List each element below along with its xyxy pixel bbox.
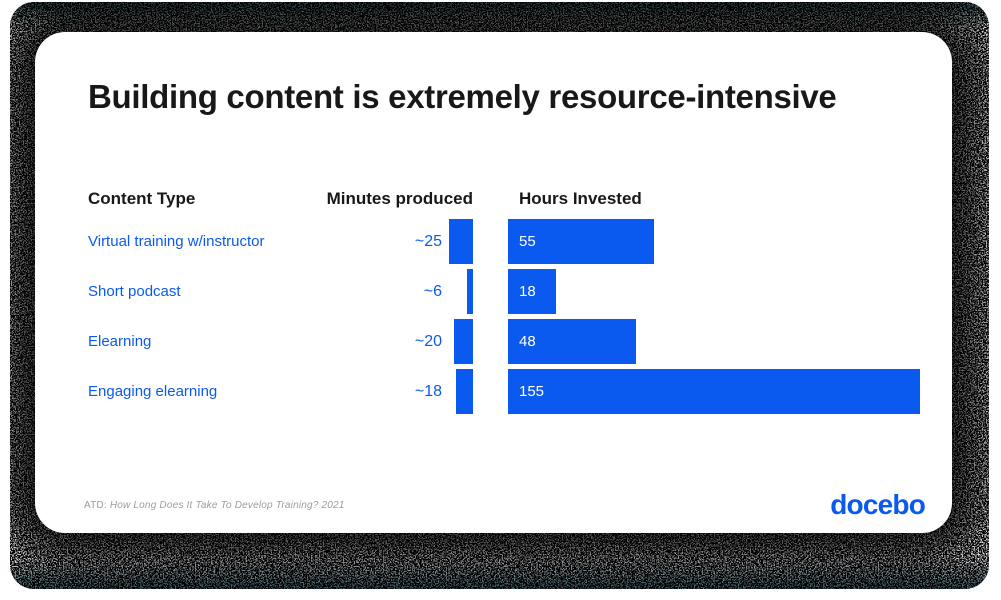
minutes-value: ~25 [414, 232, 442, 250]
hours-cell: 18 [508, 269, 920, 314]
hours-value: 55 [519, 233, 536, 250]
content-table: Content Type Minutes produced Hours Inve… [88, 187, 920, 419]
hours-value: 155 [519, 383, 545, 400]
minutes-value: ~18 [414, 382, 442, 400]
minutes-bar-track [449, 319, 473, 364]
minutes-bar [456, 369, 473, 414]
source-footnote: ATD: How Long Does It Take To Develop Tr… [84, 500, 345, 511]
minutes-cell: ~18 [313, 369, 473, 414]
header-hours-invested: Hours Invested [519, 189, 642, 208]
minutes-bar-track [449, 269, 473, 314]
minutes-bar [454, 319, 473, 364]
minutes-bar [467, 269, 473, 314]
column-gap [473, 269, 508, 314]
hours-cell: 48 [508, 319, 920, 364]
column-gap [473, 219, 508, 264]
minutes-value: ~6 [423, 282, 442, 300]
minutes-bar [449, 219, 473, 264]
hours-bar: 18 [508, 269, 556, 314]
header-content-type: Content Type [88, 189, 196, 208]
minutes-cell: ~6 [313, 269, 473, 314]
hours-bar: 155 [508, 369, 920, 414]
table-row: Elearning ~20 48 [88, 319, 920, 364]
minutes-value: ~20 [414, 332, 442, 350]
hours-bar: 55 [508, 219, 654, 264]
row-label: Elearning [88, 333, 152, 350]
docebo-logo: docebo [830, 489, 926, 520]
hours-value: 48 [519, 333, 536, 350]
hours-cell: 55 [508, 219, 920, 264]
minutes-cell: ~25 [313, 219, 473, 264]
footnote-prefix: ATD: [84, 500, 107, 511]
column-gap [473, 369, 508, 414]
minutes-bar-track [449, 369, 473, 414]
hours-cell: 155 [508, 369, 920, 414]
footnote-source: How Long Does It Take To Develop Trainin… [109, 500, 345, 511]
row-label: Engaging elearning [88, 383, 218, 400]
header-minutes-produced: Minutes produced [326, 189, 473, 208]
hours-value: 18 [519, 283, 536, 300]
row-label: Short podcast [88, 283, 181, 300]
minutes-cell: ~20 [313, 319, 473, 364]
table-row: Virtual training w/instructor ~25 55 [88, 219, 920, 264]
table-row: Engaging elearning ~18 155 [88, 369, 920, 414]
table-header-row: Content Type Minutes produced Hours Inve… [88, 187, 920, 209]
slide-card: Building content is extremely resource-i… [35, 32, 952, 533]
hours-bar: 48 [508, 319, 636, 364]
slide-title: Building content is extremely resource-i… [88, 78, 837, 115]
table-rows: Virtual training w/instructor ~25 55 Sho… [88, 219, 920, 414]
minutes-bar-track [449, 219, 473, 264]
row-label: Virtual training w/instructor [88, 233, 265, 250]
column-gap [473, 319, 508, 364]
table-row: Short podcast ~6 18 [88, 269, 920, 314]
